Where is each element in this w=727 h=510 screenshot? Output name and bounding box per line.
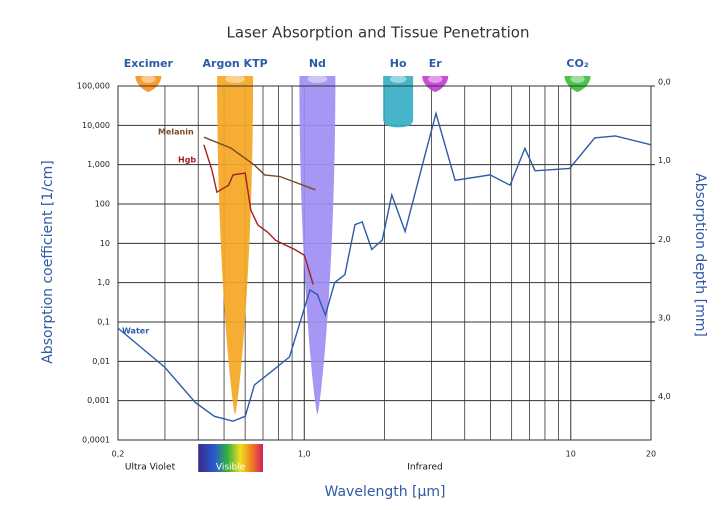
laser-beam xyxy=(299,76,336,415)
laser-beam xyxy=(422,76,449,92)
laser-cap xyxy=(307,75,328,83)
series-label: Water xyxy=(122,327,149,336)
laser-beam xyxy=(383,76,414,128)
laser-beam xyxy=(135,76,162,92)
x-tick-label: 20 xyxy=(646,450,656,459)
laser-cap xyxy=(570,75,585,83)
series-label: Melanin xyxy=(158,128,194,137)
y2-tick-label: 4,0 xyxy=(658,392,671,401)
series-label: Hgb xyxy=(178,156,196,165)
series-line xyxy=(203,136,316,191)
annotation: Infrared xyxy=(407,463,443,473)
y2-tick-label: 2,0 xyxy=(658,235,671,244)
y2-axis-title: Absorption depth [mm] xyxy=(692,173,708,337)
laser-beam xyxy=(564,76,591,92)
y-tick-label: 0,01 xyxy=(92,357,110,366)
x-tick-label: 10 xyxy=(566,450,576,459)
x-tick-label: 1,0 xyxy=(298,450,311,459)
series-line xyxy=(203,144,314,285)
y-tick-label: 100,000 xyxy=(77,82,110,91)
plot-frame xyxy=(117,85,652,441)
series-line xyxy=(117,110,652,422)
y-tick-label: 10 xyxy=(100,239,110,248)
laser-cap xyxy=(225,75,245,83)
laser-label: Ho xyxy=(390,57,407,70)
y-tick-label: 0,0001 xyxy=(82,436,110,445)
y-tick-label: 100 xyxy=(95,200,110,209)
visible-band xyxy=(198,444,263,472)
laser-label: CO₂ xyxy=(566,57,588,70)
laser-label: Er xyxy=(429,57,443,70)
y-tick-label: 1,000 xyxy=(87,160,110,169)
annotation: Ultra Violet xyxy=(125,463,176,473)
laser-label: Excimer xyxy=(124,57,174,70)
laser-cap xyxy=(389,75,407,83)
x-tick-label: 0,2 xyxy=(112,450,125,459)
y-axis-title: Absorption coefficient [1/cm] xyxy=(40,160,56,364)
y-tick-label: 0,001 xyxy=(87,396,110,405)
laser-label: Nd xyxy=(309,57,326,70)
y-tick-label: 1,0 xyxy=(97,278,110,287)
laser-cap xyxy=(141,75,156,83)
y-tick-label: 10,000 xyxy=(82,121,110,130)
laser-beam xyxy=(217,76,254,415)
laser-cap xyxy=(428,75,443,83)
y-tick-label: 0,1 xyxy=(97,318,110,327)
y2-tick-label: 1,0 xyxy=(658,156,671,165)
chart-title: Laser Absorption and Tissue Penetration xyxy=(227,24,530,42)
annotation: Visible xyxy=(216,463,246,473)
y2-tick-label: 3,0 xyxy=(658,314,671,323)
y2-tick-label: 0,0 xyxy=(658,78,671,87)
laser-label: Argon KTP xyxy=(203,57,268,70)
x-axis-title: Wavelength [µm] xyxy=(325,484,446,500)
